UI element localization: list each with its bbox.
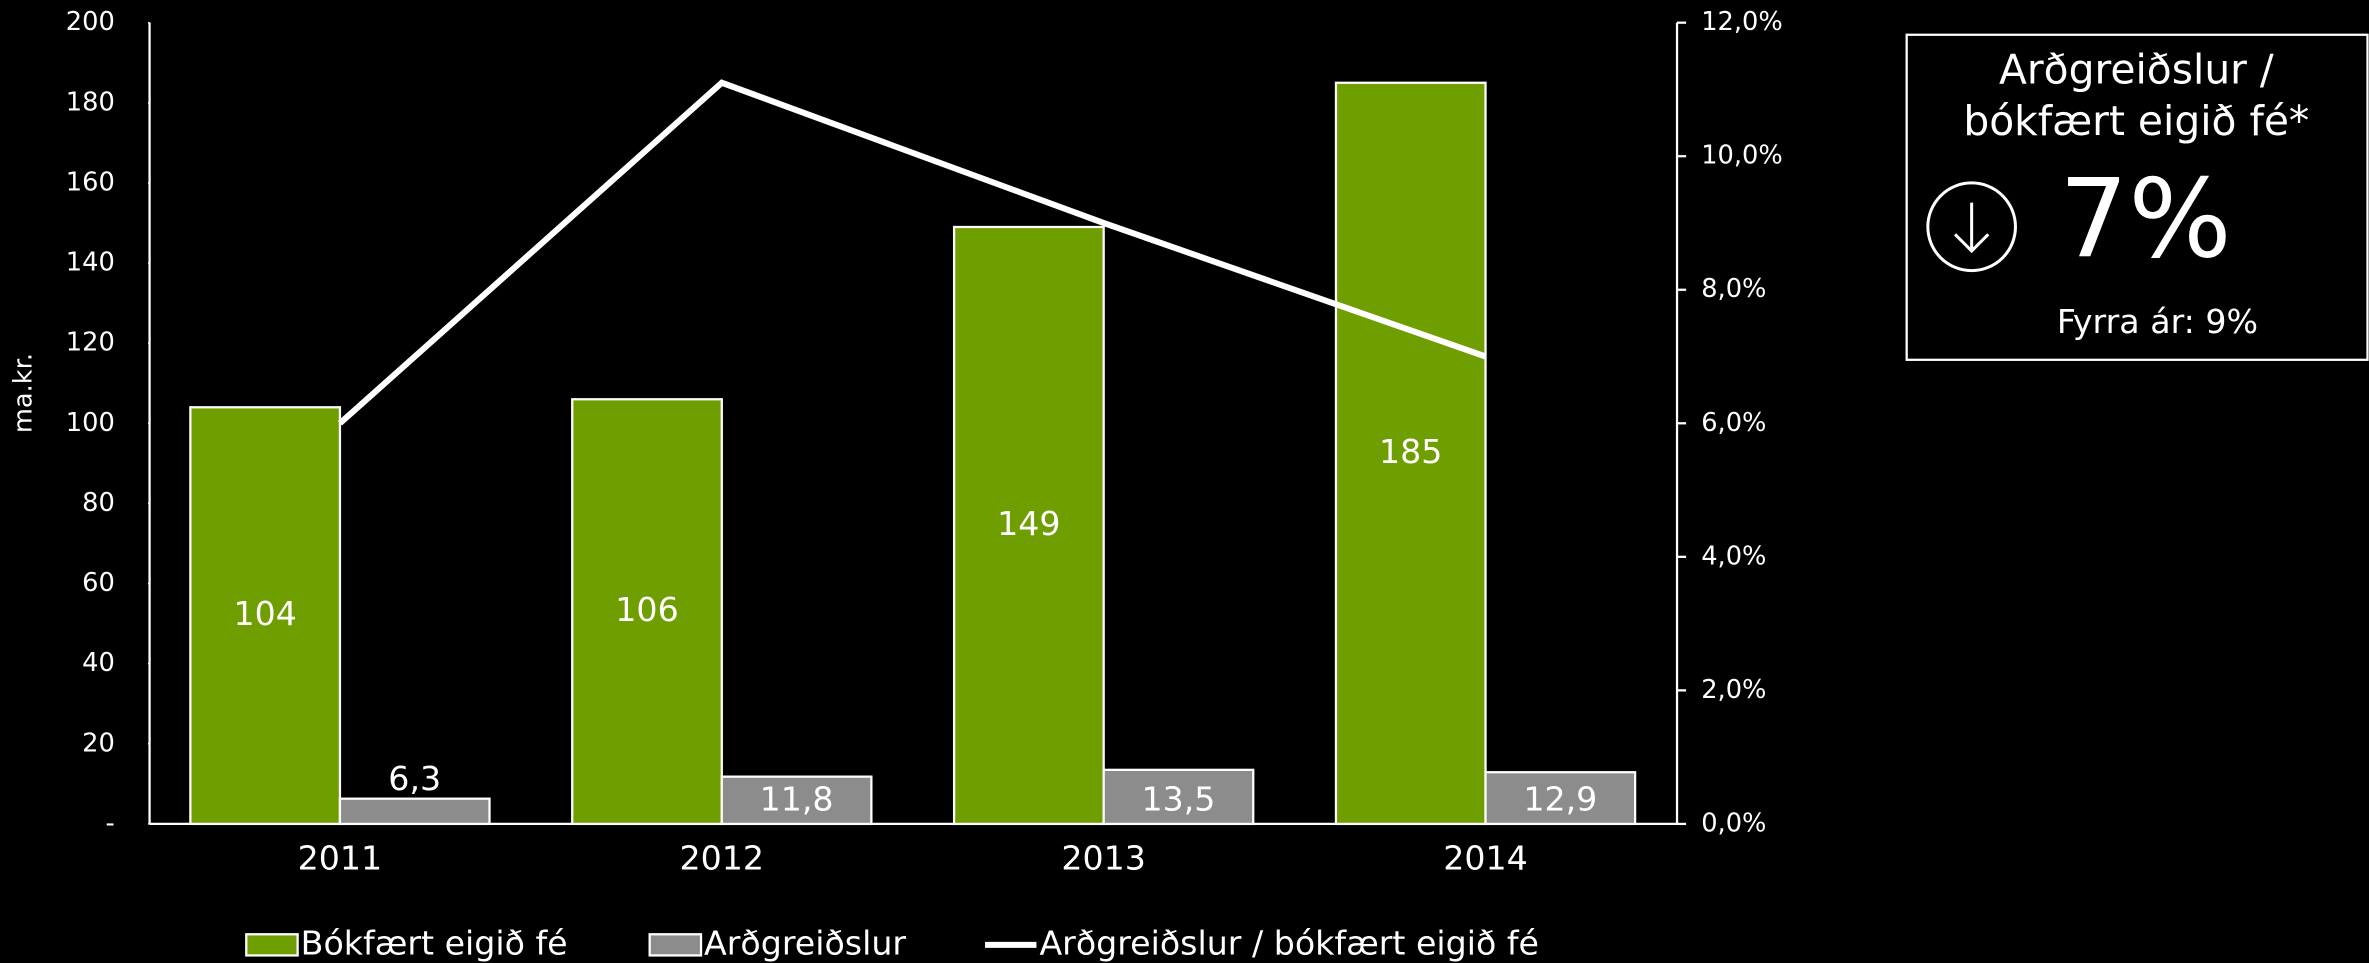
y-tick-label: -: [106, 808, 115, 838]
y-tick-label: 60: [82, 568, 115, 598]
x-tick-label: 2013: [1061, 839, 1146, 878]
legend-label: Arðgreiðslur: [704, 923, 906, 962]
data-label: 185: [1379, 432, 1442, 471]
data-label: 12,9: [1523, 780, 1597, 819]
kpi-value: 7%: [2059, 156, 2232, 283]
bar: [1334, 81, 1487, 826]
y2-tick-label: 4,0%: [1701, 541, 1766, 571]
kpi-title: Arðgreiðslur /: [1999, 46, 2274, 94]
down-arrow: [1953, 202, 1990, 254]
data-label: 13,5: [1141, 780, 1215, 819]
y-tick-label: 160: [66, 167, 115, 197]
kpi-box: [1905, 33, 2369, 361]
bar: [189, 406, 342, 826]
kpi-previous: Fyrra ár: 9%: [2057, 302, 2258, 341]
y-tick-label: 120: [66, 328, 115, 358]
legend-swatch: [245, 933, 299, 957]
x-tick-label: 2012: [680, 839, 765, 878]
bar: [952, 225, 1105, 826]
y-tick-label: 200: [66, 7, 115, 37]
line: [337, 79, 1487, 426]
y2-tick-label: 8,0%: [1701, 274, 1766, 304]
x-tick-label: 2014: [1443, 839, 1528, 878]
x-tick-label: 2011: [298, 839, 383, 878]
data-label: 104: [233, 594, 296, 633]
y-tick-label: 80: [82, 488, 115, 518]
data-label: 11,8: [760, 780, 834, 819]
bar: [338, 797, 491, 826]
data-label: 149: [997, 504, 1060, 543]
y2-tick-label: 0,0%: [1701, 808, 1766, 838]
data-label: 6,3: [388, 759, 441, 798]
y-tick-label: 20: [82, 728, 115, 758]
down-icon: [1926, 181, 2017, 273]
bar: [1484, 771, 1637, 826]
y-axis-label: ma.kr.: [9, 353, 39, 433]
kpi-title: bókfært eigið fé*: [1963, 97, 2309, 145]
y2-tick-label: 6,0%: [1701, 408, 1766, 438]
bar: [720, 775, 873, 826]
y-tick-label: 40: [82, 648, 115, 678]
legend-label: Arðgreiðslur / bókfært eigið fé: [1039, 923, 1539, 962]
legend-swatch: [648, 933, 703, 957]
data-label: 106: [615, 590, 678, 629]
y-tick-label: 180: [66, 87, 115, 117]
y-tick-label: 140: [66, 248, 115, 278]
y2-tick-label: 2,0%: [1701, 675, 1766, 705]
bar: [571, 398, 723, 826]
bar: [1102, 768, 1255, 826]
y2-tick-label: 12,0%: [1701, 7, 1783, 37]
legend-label: Bókfært eigið fé: [301, 923, 568, 962]
y2-tick-label: 10,0%: [1701, 141, 1783, 171]
y-tick-label: 100: [66, 408, 115, 438]
